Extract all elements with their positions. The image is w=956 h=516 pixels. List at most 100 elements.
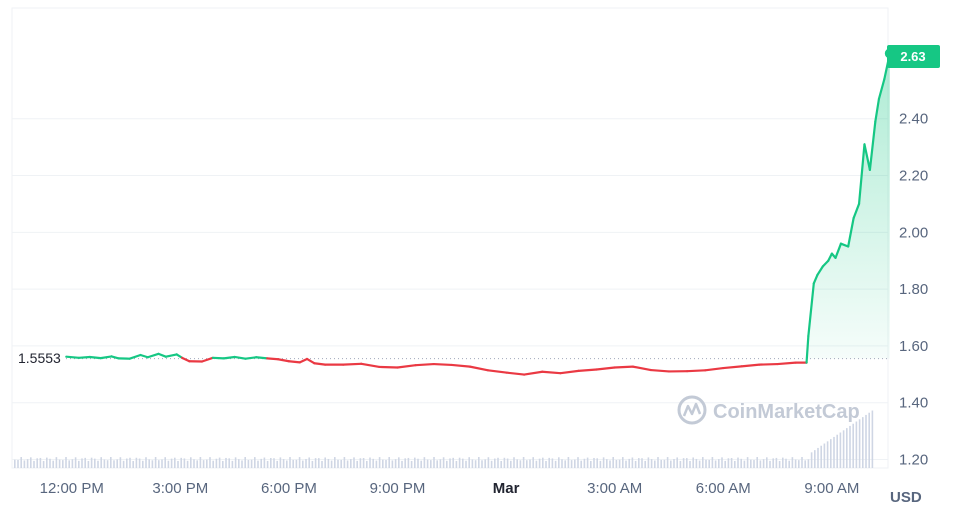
volume-bar <box>519 460 522 468</box>
volume-bar <box>830 439 832 468</box>
volume-bar <box>458 457 461 468</box>
volume-bar <box>94 458 96 468</box>
volume-bar <box>750 459 752 468</box>
volume-bar <box>724 460 726 468</box>
volume-bar <box>452 457 454 468</box>
volume-bar <box>295 459 298 468</box>
volume-bar <box>68 460 70 468</box>
volume-bar <box>481 460 483 468</box>
volume-bar <box>772 458 774 468</box>
volume-bar <box>788 460 790 468</box>
volume-bar <box>356 460 358 468</box>
price-area-fill <box>808 53 890 359</box>
volume-bar <box>708 459 710 468</box>
volume-bar <box>225 457 227 468</box>
volume-bar <box>842 430 845 468</box>
price-segment <box>834 242 843 259</box>
price-segment <box>577 368 598 372</box>
y-axis: 1.20 1.40 1.60 1.80 2.00 2.20 2.40 <box>899 111 928 469</box>
volume-bar <box>78 460 80 468</box>
price-segment <box>99 355 113 360</box>
volume-bar <box>468 457 470 468</box>
volume-bar <box>170 458 173 468</box>
plot-border <box>11 7 889 469</box>
volume-bar <box>695 458 698 468</box>
volume-bar <box>487 457 490 468</box>
y-tick-label: 1.60 <box>899 338 928 355</box>
volume-bar <box>609 460 611 468</box>
volume-bar <box>263 457 266 468</box>
volume-bar <box>567 457 570 468</box>
volume-bar <box>804 460 806 468</box>
volume-bar <box>551 458 554 468</box>
volume-bar <box>84 457 86 468</box>
volume-bar <box>74 457 77 468</box>
price-segment <box>360 362 381 369</box>
price-segment <box>305 357 316 365</box>
x-axis: 12:00 PM 3:00 PM 6:00 PM 9:00 PM Mar 3:00 AM 6… <box>40 480 860 497</box>
volume-bar <box>798 460 800 468</box>
volume-bar <box>497 457 499 468</box>
volume-bar <box>705 459 707 468</box>
volume-bar <box>362 458 365 468</box>
price-segment <box>740 363 761 368</box>
price-segment <box>685 369 707 373</box>
volume-bar <box>17 460 19 468</box>
volume-bar <box>558 457 560 468</box>
volume-bar <box>129 457 131 468</box>
volume-bar <box>606 459 608 468</box>
price-line <box>65 52 891 376</box>
volume-bar <box>183 458 186 468</box>
volume-bar <box>106 460 109 468</box>
volume-bar <box>762 459 765 468</box>
volume-bar <box>276 460 278 468</box>
volume-bar <box>279 457 282 468</box>
volume-bar <box>273 458 275 468</box>
price-segment <box>276 358 291 363</box>
volume-bar <box>714 460 717 468</box>
volume-bar <box>689 460 691 468</box>
volume-bar <box>292 459 294 468</box>
volume-bar <box>538 458 541 468</box>
volume-bar <box>410 460 413 468</box>
volume-bar <box>698 460 701 468</box>
volume-bar <box>382 459 384 468</box>
volume-bar <box>801 457 803 468</box>
volume-bar <box>846 428 848 468</box>
price-segment <box>805 334 810 364</box>
volume-bar <box>260 458 262 468</box>
volume-bar <box>638 458 640 468</box>
volume-bar <box>490 460 493 468</box>
volume-bar <box>791 457 794 468</box>
y-tick-label: 2.40 <box>899 111 928 128</box>
volume-bar <box>398 457 400 468</box>
volume-bar <box>465 460 467 468</box>
volume-bar <box>238 459 240 468</box>
volume-bar <box>190 457 192 468</box>
volume-bar <box>554 460 557 468</box>
volume-bar <box>222 460 224 468</box>
volume-bar <box>593 457 595 468</box>
volume-bar <box>612 457 614 468</box>
volume-bar <box>644 460 646 468</box>
volume-bar <box>478 457 480 468</box>
volume-bar <box>865 414 867 468</box>
volume-bar <box>62 460 64 468</box>
volume-bar <box>820 445 822 468</box>
current-price-badge: 2.63 <box>887 45 940 68</box>
volume-bar <box>282 459 285 468</box>
volume-bar <box>782 457 784 468</box>
volume-bar <box>26 459 29 468</box>
volume-bar <box>692 457 694 468</box>
volume-bar <box>446 460 448 468</box>
volume-bar <box>628 458 630 468</box>
price-segment <box>595 366 616 371</box>
volume-bar <box>516 459 518 468</box>
price-segment <box>868 120 877 171</box>
volume-bar <box>36 458 38 468</box>
price-segment <box>414 362 435 367</box>
volume-bar <box>257 460 259 468</box>
volume-bar <box>430 460 432 468</box>
volume-bar <box>766 457 768 468</box>
volume-bar <box>20 457 22 468</box>
